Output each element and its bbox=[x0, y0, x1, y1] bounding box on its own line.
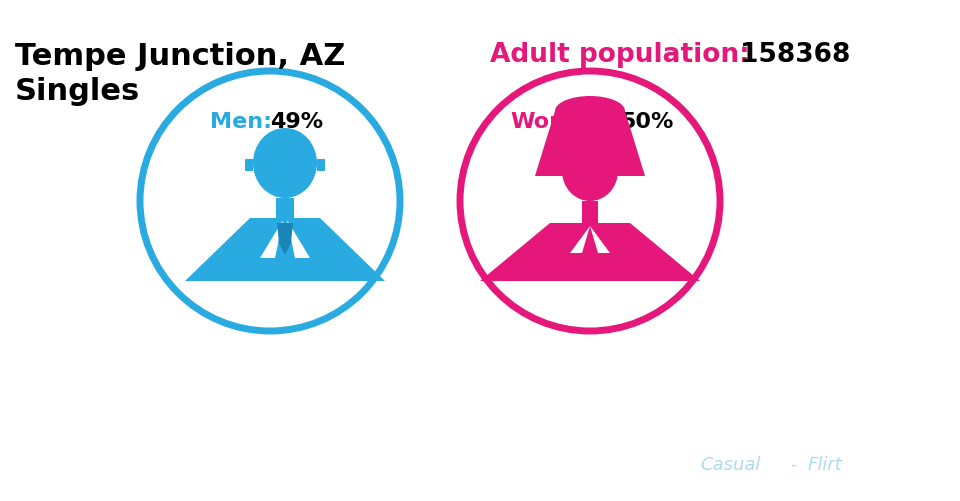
Text: 158368: 158368 bbox=[740, 42, 851, 68]
Text: 50%: 50% bbox=[620, 112, 673, 132]
Ellipse shape bbox=[253, 129, 317, 198]
Ellipse shape bbox=[562, 142, 618, 201]
Circle shape bbox=[460, 72, 720, 331]
Polygon shape bbox=[570, 226, 590, 254]
Polygon shape bbox=[185, 218, 385, 282]
Text: Casual: Casual bbox=[700, 455, 760, 473]
Text: Tempe Junction, AZ: Tempe Junction, AZ bbox=[15, 42, 346, 71]
Polygon shape bbox=[277, 223, 293, 256]
Circle shape bbox=[140, 72, 400, 331]
Text: Men:: Men: bbox=[210, 112, 272, 132]
Text: 49%: 49% bbox=[270, 112, 324, 132]
Ellipse shape bbox=[555, 97, 625, 127]
Text: Singles: Singles bbox=[15, 77, 140, 106]
Polygon shape bbox=[287, 220, 310, 259]
Text: Women:: Women: bbox=[510, 112, 612, 132]
Text: Flirt: Flirt bbox=[808, 455, 843, 473]
Bar bbox=[317, 160, 325, 172]
Polygon shape bbox=[260, 220, 283, 259]
Bar bbox=[582, 201, 598, 223]
Text: Adult population:: Adult population: bbox=[490, 42, 750, 68]
Polygon shape bbox=[590, 226, 610, 254]
Polygon shape bbox=[535, 112, 645, 177]
Bar bbox=[245, 160, 253, 172]
Bar bbox=[276, 198, 294, 218]
Text: -: - bbox=[790, 455, 797, 473]
Polygon shape bbox=[480, 223, 700, 282]
